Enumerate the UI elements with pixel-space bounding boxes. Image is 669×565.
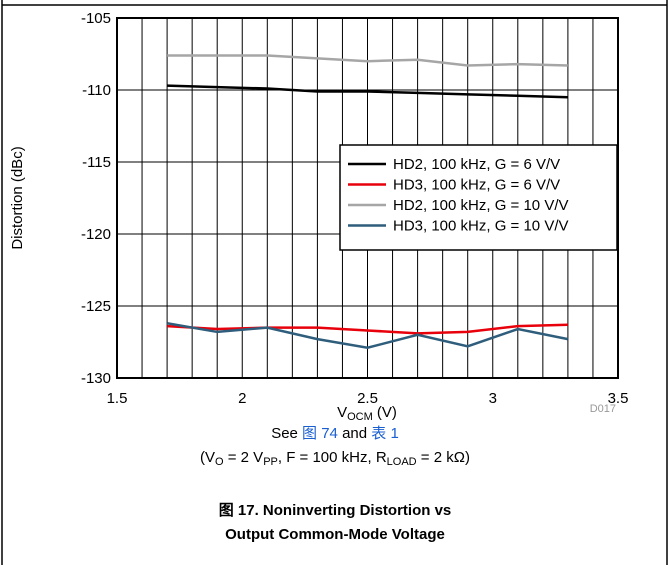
cond-sub: O: [215, 456, 224, 468]
y-tick-label: -105: [81, 10, 111, 27]
figure-title: Output Common-Mode Voltage: [225, 526, 445, 543]
series-line: [167, 84, 568, 99]
cond-text: = 2 kΩ): [417, 449, 470, 466]
y-tick-label: -130: [81, 370, 111, 387]
note-text: See: [271, 425, 302, 442]
x-tick-label: 3: [489, 390, 497, 407]
figure-title: 图 17. Noninverting Distortion vs: [219, 502, 452, 519]
see-note: See 图 74 and 表 1: [271, 425, 399, 442]
y-axis-label: Distortion (dBc): [9, 146, 26, 249]
x-label-main: V: [337, 404, 347, 421]
x-tick-label: 2: [238, 390, 246, 407]
legend-box: [339, 144, 618, 251]
table-link[interactable]: 表 1: [371, 425, 399, 442]
plot-border: [116, 17, 619, 379]
series-line: [167, 54, 568, 67]
cond-sub: LOAD: [387, 456, 417, 468]
x-label-sub: OCM: [347, 411, 373, 423]
x-tick-label: 3.5: [608, 390, 629, 407]
cond-text: = 2 V: [224, 449, 264, 466]
legend-label: HD3, 100 kHz, G = 6 V/V: [393, 177, 560, 194]
x-axis-label: VOCM (V): [337, 404, 397, 423]
figure-id: D017: [590, 403, 616, 415]
series-line: [166, 322, 569, 350]
x-tick-label: 2.5: [357, 390, 378, 407]
x-tick-label: 1.5: [107, 390, 128, 407]
conditions: (VO = 2 VPP, F = 100 kHz, RLOAD = 2 kΩ): [200, 449, 470, 468]
y-tick-label: -120: [81, 226, 111, 243]
cond-text: (V: [200, 449, 215, 466]
x-label-unit: (V): [373, 404, 397, 421]
legend-label: HD3, 100 kHz, G = 10 V/V: [393, 218, 569, 235]
note-text: and: [338, 425, 371, 442]
y-tick-label: -115: [82, 154, 111, 171]
series-line: [167, 323, 568, 335]
legend-label: HD2, 100 kHz, G = 10 V/V: [393, 197, 569, 214]
y-tick-label: -125: [81, 298, 111, 315]
figure-link[interactable]: 图 74: [302, 425, 338, 442]
y-tick-label: -110: [82, 82, 111, 99]
legend-label: HD2, 100 kHz, G = 6 V/V: [393, 156, 560, 173]
cond-text: , F = 100 kHz, R: [278, 449, 387, 466]
cond-sub: PP: [263, 456, 278, 468]
